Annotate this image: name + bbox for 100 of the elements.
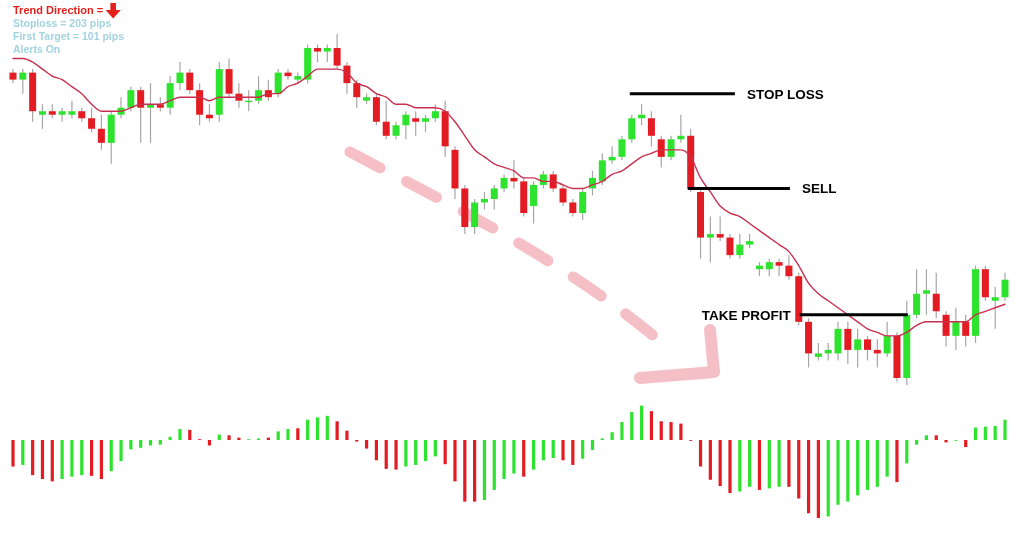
candlestick	[922, 268, 930, 316]
bar	[109, 440, 113, 472]
candlestick	[353, 79, 361, 109]
candlestick	[775, 258, 783, 277]
bar	[659, 421, 663, 440]
bar	[620, 422, 624, 440]
candlestick	[667, 135, 675, 161]
candlestick	[962, 314, 970, 347]
bar	[639, 405, 644, 440]
bar	[561, 440, 565, 461]
candlestick	[785, 254, 793, 281]
bar	[973, 427, 978, 440]
bar	[31, 440, 35, 476]
bar	[915, 440, 919, 445]
candlestick	[913, 268, 921, 319]
candlestick	[274, 68, 282, 98]
bar	[482, 440, 487, 501]
bar	[698, 440, 703, 467]
text: Trend Direction =	[13, 4, 104, 16]
bar	[905, 440, 909, 464]
bar	[158, 440, 162, 445]
candlestick	[864, 335, 871, 362]
bar	[50, 440, 54, 482]
candlestick	[726, 233, 734, 260]
bar	[188, 429, 192, 440]
candlestick	[844, 321, 852, 365]
candlestick	[38, 103, 46, 130]
candlestick	[932, 272, 940, 319]
bar	[983, 426, 987, 440]
candlestick	[412, 110, 420, 137]
bar	[99, 440, 103, 479]
bar	[846, 440, 850, 502]
candlestick	[19, 68, 27, 95]
bar	[767, 440, 771, 489]
bar	[463, 440, 467, 502]
bar	[286, 429, 290, 440]
bar	[571, 440, 575, 465]
bar	[875, 440, 879, 487]
bar	[610, 432, 614, 440]
bar	[21, 440, 25, 465]
bar	[531, 440, 536, 470]
candlestick	[991, 286, 999, 330]
bar	[492, 440, 496, 490]
candlestick	[952, 307, 960, 351]
bar	[423, 440, 428, 462]
bar	[433, 440, 437, 457]
candlestick	[1001, 272, 1009, 302]
bar	[728, 440, 732, 494]
bar	[541, 440, 545, 461]
bar	[934, 435, 938, 440]
bar	[797, 440, 801, 499]
candlestick	[68, 100, 76, 119]
bar	[551, 440, 555, 458]
candlestick	[736, 233, 744, 260]
bar	[630, 411, 634, 440]
candlestick	[579, 187, 587, 221]
bar	[345, 430, 349, 440]
bar	[993, 425, 997, 440]
candlestick	[854, 328, 862, 369]
bar	[315, 417, 320, 440]
bar	[679, 423, 683, 440]
candlestick	[382, 100, 390, 140]
candlestick	[490, 184, 498, 211]
bar	[296, 428, 300, 440]
bar	[718, 440, 722, 487]
ref-line-label: TAKE PROFIT	[701, 307, 792, 323]
candlestick	[58, 107, 66, 123]
candlestick	[333, 33, 341, 70]
bar	[924, 435, 929, 440]
bar	[512, 440, 516, 474]
bar	[129, 440, 133, 450]
bar	[669, 422, 673, 440]
bar	[443, 440, 447, 465]
bar	[649, 411, 654, 440]
candlestick	[127, 86, 135, 112]
bar	[581, 440, 585, 459]
bar	[60, 440, 64, 479]
bar	[806, 440, 811, 514]
bar	[11, 440, 15, 467]
bar	[168, 436, 172, 440]
text: Stoploss = 203 pips	[13, 17, 112, 29]
candlestick	[137, 86, 145, 144]
bar	[139, 440, 143, 448]
bar	[119, 440, 123, 462]
bar	[178, 429, 182, 440]
bar	[826, 440, 830, 517]
bar	[738, 440, 742, 492]
bar	[374, 440, 379, 461]
bar	[757, 440, 762, 490]
bar	[364, 440, 369, 449]
candlestick	[88, 107, 96, 133]
bar	[40, 440, 45, 479]
candlestick	[559, 184, 567, 207]
bar	[1003, 419, 1007, 440]
bar	[522, 440, 526, 477]
candlestick	[598, 152, 606, 186]
candlestick	[716, 215, 724, 242]
bar	[836, 440, 840, 505]
bar	[590, 440, 595, 451]
ref-line-label: SELL	[801, 181, 837, 197]
